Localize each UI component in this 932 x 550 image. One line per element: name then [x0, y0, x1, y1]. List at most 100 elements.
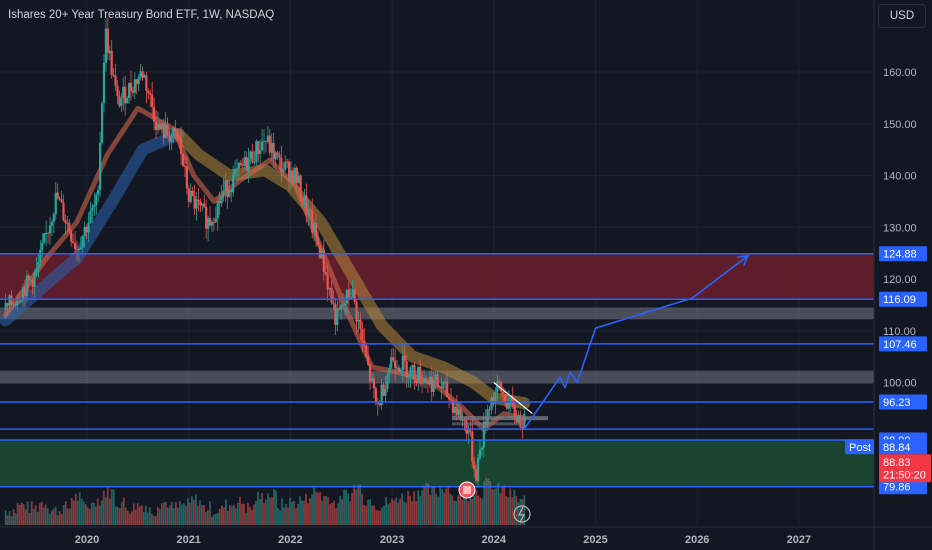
volume-bar	[140, 505, 143, 525]
candle	[168, 135, 171, 142]
candle	[218, 200, 221, 204]
candle	[66, 222, 69, 224]
volume-bar	[299, 496, 301, 525]
volume-bar	[311, 494, 313, 525]
last-price-value: 88.83	[883, 457, 911, 469]
candle	[232, 174, 235, 193]
volume-bar	[433, 486, 436, 525]
volume-bar	[303, 500, 305, 525]
candle	[33, 272, 36, 287]
volume-bar	[233, 504, 235, 525]
volume-bar	[307, 503, 309, 525]
candle	[343, 303, 347, 306]
candle	[461, 419, 464, 421]
candle	[297, 175, 300, 183]
candle	[467, 430, 470, 434]
candle	[278, 154, 281, 158]
volume-bar	[409, 496, 412, 525]
candle	[64, 220, 67, 223]
volume-bar	[455, 500, 458, 525]
volume-bar	[523, 495, 526, 525]
volume-bar	[217, 512, 219, 525]
candle	[372, 378, 376, 389]
candle	[180, 138, 183, 154]
candle	[274, 152, 277, 160]
candle	[25, 275, 28, 296]
candle	[262, 140, 266, 142]
candle	[436, 374, 439, 387]
volume-bar	[357, 485, 359, 525]
volume-bar	[309, 498, 311, 525]
y-tick-label: 140.00	[883, 171, 917, 183]
volume-bar	[417, 490, 420, 525]
volume-bar	[64, 501, 67, 525]
volume-bar	[84, 504, 87, 525]
volume-bar	[253, 504, 255, 525]
volume-bar	[281, 498, 283, 525]
volume-bar	[180, 504, 183, 525]
volume-bar	[361, 493, 364, 525]
candle	[399, 370, 403, 372]
volume-bar	[114, 506, 117, 525]
volume-bar	[174, 502, 177, 525]
candle	[216, 200, 219, 219]
candle	[48, 225, 52, 234]
candle	[482, 421, 485, 448]
y-tick-label: 150.00	[883, 119, 917, 131]
volume-bar	[425, 482, 428, 525]
volume-bar	[104, 497, 107, 525]
volume-bar	[427, 483, 430, 525]
volume-bar	[345, 489, 347, 525]
candle	[438, 386, 441, 388]
volume-bar	[184, 505, 187, 525]
candle	[268, 135, 271, 153]
candle	[305, 195, 308, 216]
currency-button[interactable]: USD	[878, 4, 926, 28]
candle	[336, 308, 339, 326]
volume-bar	[507, 497, 510, 525]
volume-bar	[54, 506, 57, 525]
candle	[390, 357, 393, 368]
candle	[100, 103, 104, 143]
volume-bar	[209, 501, 211, 525]
candle	[353, 289, 356, 302]
volume-bar	[359, 484, 361, 525]
candle	[222, 190, 225, 196]
candle	[160, 123, 163, 130]
badge-layer: 124.88116.09107.4696.2388.9079.86Post88.…	[845, 246, 931, 495]
candle	[378, 403, 381, 406]
volume-bar	[463, 491, 466, 525]
candle	[95, 194, 98, 206]
candle	[233, 169, 237, 175]
volume-bar	[90, 502, 93, 525]
volume-bar	[118, 508, 121, 525]
volume-bar	[16, 502, 19, 525]
volume-bar	[66, 508, 69, 525]
candle	[401, 355, 404, 371]
candle	[301, 198, 304, 202]
candle	[131, 90, 134, 93]
volume-bar	[363, 505, 366, 525]
volume-bar	[213, 514, 215, 525]
volume-bar	[371, 505, 374, 525]
candle	[457, 408, 460, 416]
candle	[99, 142, 102, 190]
candle	[455, 406, 458, 416]
trendline	[493, 382, 533, 415]
volume-bar	[72, 500, 75, 525]
volume-bar	[429, 494, 432, 525]
volume-bar	[24, 509, 27, 525]
earnings-marker-glyph	[463, 486, 471, 494]
candle	[442, 381, 445, 389]
volume-bar	[82, 501, 85, 525]
candle	[324, 271, 327, 275]
candle	[245, 156, 248, 172]
volume-bar	[162, 501, 165, 525]
volume-bar	[343, 489, 345, 525]
candle	[187, 188, 190, 202]
candle	[451, 400, 455, 413]
countdown-timer: 21:50:20	[883, 469, 926, 481]
volume-bar	[517, 501, 520, 525]
candle	[409, 367, 412, 376]
